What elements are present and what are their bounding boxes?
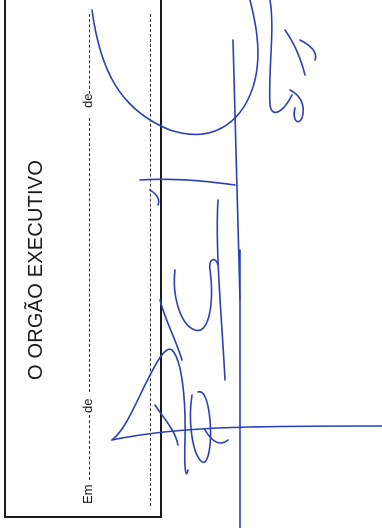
- date-line-segment-3: [89, 14, 90, 94]
- date-line-segment-1: [89, 415, 90, 480]
- stamp-box: [4, 0, 162, 518]
- signature-line: [150, 14, 151, 506]
- date-line-segment-2: [89, 118, 90, 392]
